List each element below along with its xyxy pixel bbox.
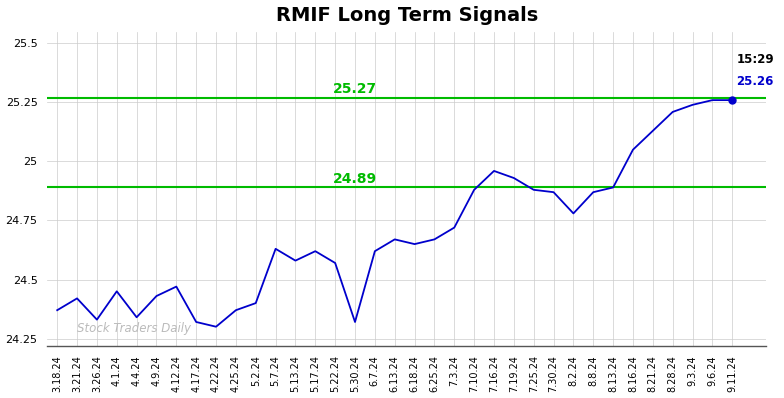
Text: Stock Traders Daily: Stock Traders Daily (77, 322, 191, 335)
Text: 15:29: 15:29 (736, 53, 774, 66)
Text: 24.89: 24.89 (333, 172, 377, 186)
Text: 25.26: 25.26 (736, 75, 774, 88)
Text: 25.27: 25.27 (333, 82, 377, 96)
Title: RMIF Long Term Signals: RMIF Long Term Signals (275, 6, 538, 25)
